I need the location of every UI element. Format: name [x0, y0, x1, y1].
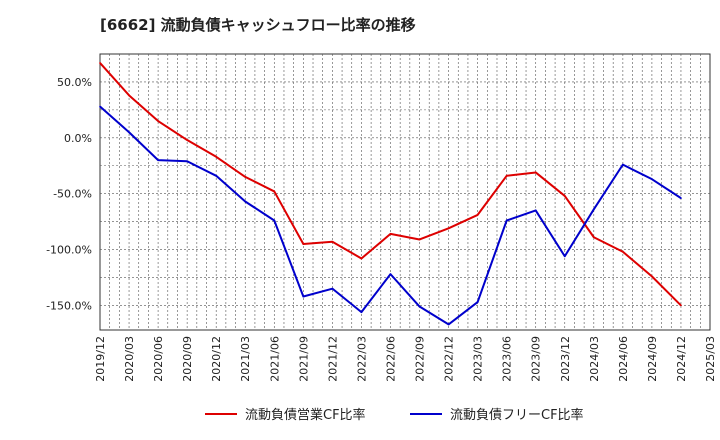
x-tick-label: 2023/03 — [472, 336, 485, 382]
x-tick-label: 2022/09 — [414, 336, 427, 382]
data-point — [215, 174, 217, 177]
data-point — [186, 160, 188, 163]
data-point — [505, 174, 508, 177]
x-tick-label: 2023/12 — [559, 336, 572, 382]
x-tick-label: 2021/06 — [268, 336, 281, 382]
x-tick-label: 2021/03 — [239, 336, 252, 382]
data-point — [273, 219, 276, 222]
data-point — [389, 273, 392, 275]
data-point — [128, 94, 130, 97]
data-point — [593, 236, 595, 239]
x-tick-label: 2020/12 — [210, 336, 223, 382]
x-tick-label: 2023/09 — [530, 336, 543, 382]
data-point — [476, 214, 479, 216]
x-tick-label: 2020/06 — [152, 336, 165, 382]
data-point — [215, 156, 217, 158]
horizontal-gridlines — [100, 81, 710, 306]
data-point — [534, 209, 537, 212]
data-point — [331, 287, 334, 290]
x-tick-label: 2020/03 — [123, 336, 136, 382]
data-point — [447, 227, 450, 230]
series-layer — [99, 62, 682, 326]
x-tick-label: 2021/09 — [297, 336, 310, 382]
data-point — [418, 305, 421, 308]
data-point — [447, 323, 450, 326]
data-point — [534, 171, 537, 174]
legend: 流動負債営業CF比率 流動負債フリーCF比率 — [205, 407, 584, 423]
x-tick-label: 2020/09 — [181, 336, 194, 382]
y-axis-ticks: 50.0% 0.0% -50.0% -100.0% -150.0% — [46, 76, 92, 312]
x-tick-label: 2019/12 — [94, 336, 107, 382]
y-tick-label: -150.0% — [46, 299, 92, 312]
x-tick-label: 2022/06 — [384, 336, 397, 382]
plot-area — [99, 53, 711, 331]
data-point — [680, 197, 682, 199]
data-point — [476, 301, 479, 303]
data-point — [505, 219, 508, 222]
x-tick-label: 2024/03 — [588, 336, 601, 382]
data-point — [622, 163, 624, 166]
data-point — [389, 233, 392, 235]
data-point — [680, 304, 682, 307]
x-tick-label: 2022/03 — [355, 336, 368, 382]
data-point — [302, 243, 305, 245]
data-point — [563, 195, 566, 197]
x-tick-label: 2023/06 — [501, 336, 514, 382]
x-tick-label: 2024/09 — [646, 336, 659, 382]
legend-label-1: 流動負債営業CF比率 — [245, 407, 366, 423]
y-tick-label: 50.0% — [57, 76, 92, 89]
data-point — [593, 208, 595, 211]
data-point — [360, 257, 363, 260]
data-point — [360, 311, 363, 313]
x-tick-label: 2024/06 — [617, 336, 630, 382]
data-point — [563, 255, 566, 258]
data-point — [651, 275, 653, 278]
data-point — [302, 295, 305, 298]
data-point — [128, 131, 130, 134]
data-point — [418, 238, 421, 241]
data-point — [186, 139, 188, 141]
y-tick-label: -100.0% — [46, 244, 92, 257]
data-point — [157, 159, 159, 161]
y-tick-label: -50.0% — [53, 188, 92, 201]
data-point — [99, 105, 101, 108]
data-point — [331, 240, 334, 243]
x-axis-ticks: 2019/12 2020/03 2020/06 2020/09 2020/12 2021/… — [94, 336, 717, 382]
x-tick-label: 2021/12 — [326, 336, 339, 382]
y-tick-label: 0.0% — [64, 132, 92, 145]
x-tick-label: 2024/12 — [675, 336, 688, 382]
data-point — [273, 190, 276, 193]
data-point — [622, 250, 624, 253]
data-point — [99, 62, 101, 64]
data-point — [651, 178, 653, 180]
data-point — [244, 200, 247, 203]
x-tick-label: 2022/12 — [443, 336, 456, 382]
legend-label-2: 流動負債フリーCF比率 — [450, 407, 584, 423]
data-point — [244, 176, 247, 178]
x-tick-label: 2025/03 — [704, 336, 717, 382]
chart-title: [6662] 流動負債キャッシュフロー比率の推移 — [100, 16, 416, 34]
data-point — [157, 120, 159, 122]
